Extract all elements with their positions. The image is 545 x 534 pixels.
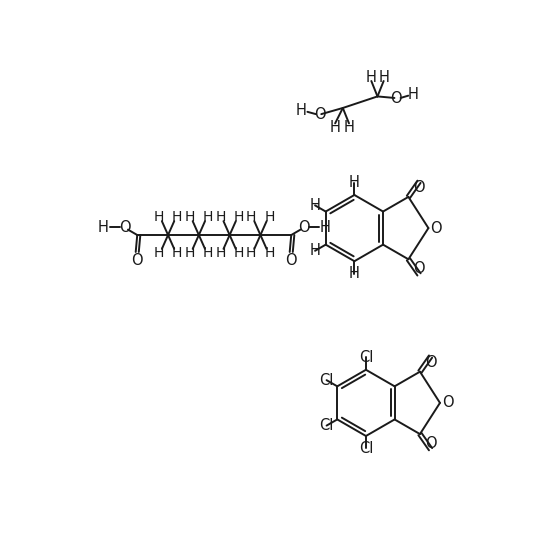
Text: H: H xyxy=(184,246,195,260)
Text: O: O xyxy=(131,253,143,268)
Text: H: H xyxy=(366,69,377,85)
Text: H: H xyxy=(215,246,226,260)
Text: H: H xyxy=(172,210,183,224)
Text: H: H xyxy=(215,210,226,224)
Text: H: H xyxy=(349,175,360,190)
Text: H: H xyxy=(203,210,213,224)
Text: O: O xyxy=(431,221,442,235)
Text: H: H xyxy=(310,198,320,213)
Text: H: H xyxy=(246,210,256,224)
Text: H: H xyxy=(154,210,164,224)
Text: H: H xyxy=(408,88,419,103)
Text: H: H xyxy=(184,210,195,224)
Text: O: O xyxy=(442,395,453,411)
Text: Cl: Cl xyxy=(359,441,373,456)
Text: Cl: Cl xyxy=(319,373,334,388)
Text: H: H xyxy=(330,120,341,135)
Text: H: H xyxy=(234,210,244,224)
Text: Cl: Cl xyxy=(319,418,334,433)
Text: H: H xyxy=(98,220,109,235)
Text: H: H xyxy=(234,246,244,260)
Text: H: H xyxy=(172,246,183,260)
Text: O: O xyxy=(119,220,131,235)
Text: O: O xyxy=(390,91,402,106)
Text: O: O xyxy=(413,261,425,276)
Text: H: H xyxy=(264,246,275,260)
Text: O: O xyxy=(425,355,437,370)
Text: H: H xyxy=(203,246,213,260)
Text: O: O xyxy=(425,436,437,451)
Text: H: H xyxy=(310,244,320,258)
Text: H: H xyxy=(343,120,354,135)
Text: O: O xyxy=(298,220,310,235)
Text: Cl: Cl xyxy=(359,350,373,365)
Text: H: H xyxy=(246,246,256,260)
Text: H: H xyxy=(154,246,164,260)
Text: H: H xyxy=(378,69,389,85)
Text: H: H xyxy=(320,220,331,235)
Text: H: H xyxy=(264,210,275,224)
Text: O: O xyxy=(286,253,297,268)
Text: H: H xyxy=(296,103,307,118)
Text: O: O xyxy=(314,107,325,122)
Text: O: O xyxy=(413,180,425,195)
Text: H: H xyxy=(349,266,360,281)
